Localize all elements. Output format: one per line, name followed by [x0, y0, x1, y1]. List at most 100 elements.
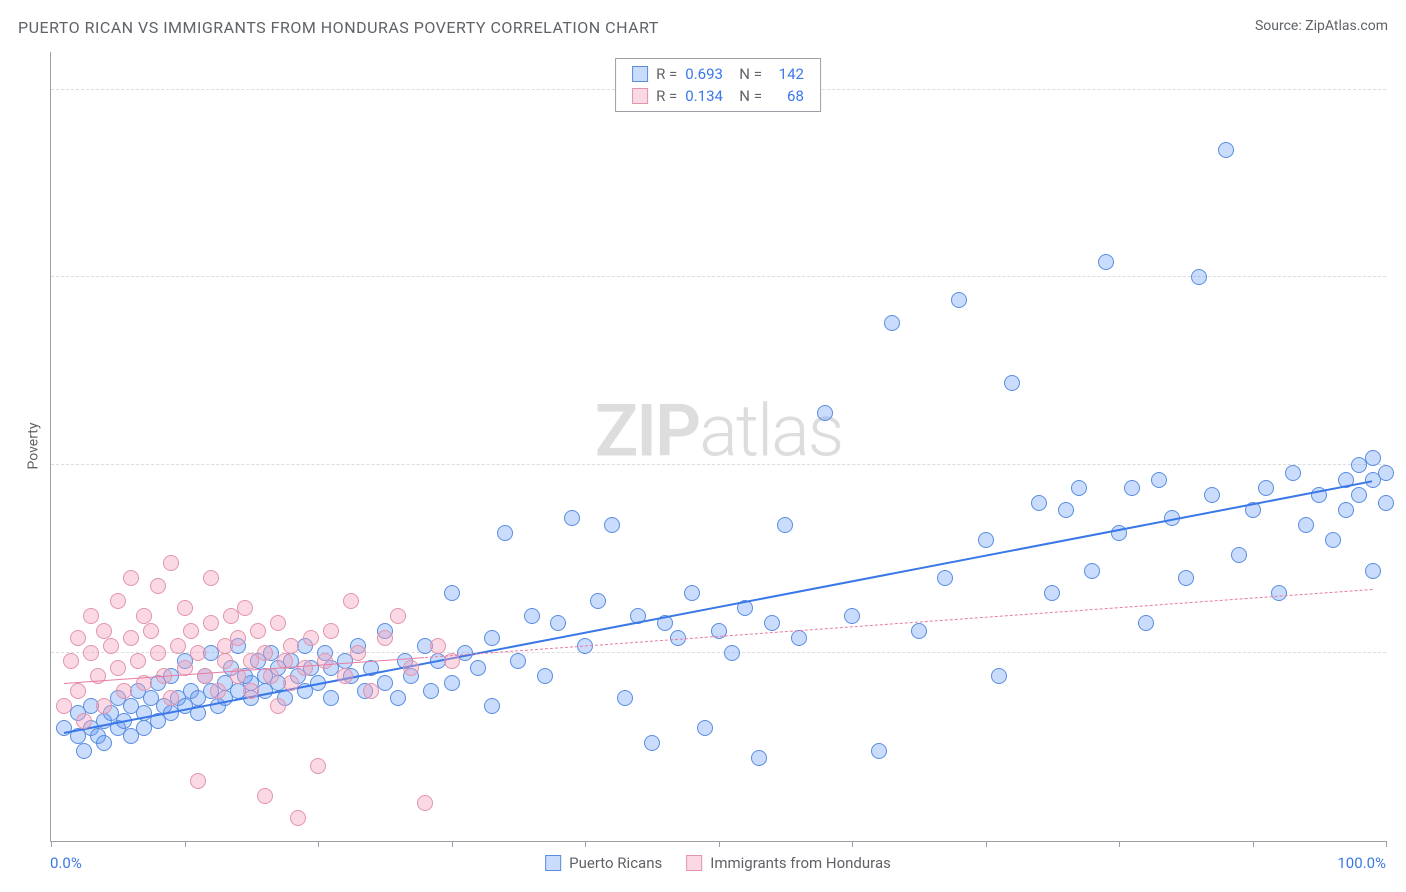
data-point — [303, 630, 319, 646]
data-point — [163, 690, 179, 706]
y-tick-label: 25.0% — [1396, 644, 1406, 662]
data-point — [484, 630, 500, 646]
y-tick-label: 75.0% — [1396, 268, 1406, 286]
data-point — [444, 585, 460, 601]
data-point — [978, 532, 994, 548]
regression-line — [64, 480, 1373, 734]
regression-line — [425, 589, 1373, 658]
data-point — [317, 653, 333, 669]
data-point — [1271, 585, 1287, 601]
data-point — [537, 668, 553, 684]
data-point — [136, 608, 152, 624]
data-point — [430, 638, 446, 654]
stat-r-value: 0.134 — [685, 87, 731, 105]
watermark-bold: ZIP — [595, 388, 699, 473]
data-point — [604, 517, 620, 533]
data-point — [951, 292, 967, 308]
data-point — [1058, 502, 1074, 518]
data-point — [937, 570, 953, 586]
data-point — [297, 660, 313, 676]
legend-item: Puerto Ricans — [545, 854, 662, 872]
data-point — [76, 743, 92, 759]
data-point — [550, 615, 566, 631]
data-point — [871, 743, 887, 759]
watermark: ZIPatlas — [595, 388, 843, 473]
legend-swatch — [632, 88, 648, 104]
legend-label: Immigrants from Honduras — [710, 854, 891, 872]
data-point — [70, 630, 86, 646]
data-point — [1031, 495, 1047, 511]
x-tick — [1119, 841, 1120, 847]
data-point — [991, 668, 1007, 684]
data-point — [110, 660, 126, 676]
data-point — [817, 405, 833, 421]
data-point — [1365, 563, 1381, 579]
data-point — [290, 810, 306, 826]
x-axis-max-label: 100.0% — [1337, 854, 1386, 872]
stat-n-value: 142 — [770, 65, 804, 83]
data-point — [1378, 495, 1394, 511]
data-point — [210, 683, 226, 699]
x-tick — [585, 841, 586, 847]
data-point — [323, 623, 339, 639]
stat-n-label: N = — [739, 87, 762, 105]
x-tick — [1386, 841, 1387, 847]
data-point — [243, 683, 259, 699]
data-point — [123, 630, 139, 646]
data-point — [484, 698, 500, 714]
data-point — [83, 645, 99, 661]
x-tick — [1253, 841, 1254, 847]
data-point — [590, 593, 606, 609]
stats-row: R =0.693N =142 — [632, 63, 804, 85]
data-point — [363, 683, 379, 699]
source-attribution: Source: ZipAtlas.com — [1255, 18, 1388, 34]
data-point — [1124, 480, 1140, 496]
data-point — [190, 773, 206, 789]
source-name: ZipAtlas.com — [1305, 18, 1388, 34]
data-point — [163, 555, 179, 571]
data-point — [1298, 517, 1314, 533]
plot-container: ZIPatlas 25.0%50.0%75.0%100.0% R =0.693N… — [50, 52, 1386, 842]
data-point — [1258, 480, 1274, 496]
data-point — [310, 758, 326, 774]
data-point — [150, 578, 166, 594]
x-tick — [51, 841, 52, 847]
data-point — [237, 600, 253, 616]
data-point — [390, 690, 406, 706]
gridline — [51, 276, 1386, 277]
data-point — [76, 713, 92, 729]
data-point — [1231, 547, 1247, 563]
data-point — [83, 608, 99, 624]
data-point — [777, 517, 793, 533]
watermark-light: atlas — [699, 388, 842, 473]
data-point — [377, 630, 393, 646]
legend-swatch — [632, 66, 648, 82]
data-point — [337, 668, 353, 684]
data-point — [343, 593, 359, 609]
data-point — [56, 698, 72, 714]
x-tick — [452, 841, 453, 847]
source-prefix: Source: — [1255, 18, 1305, 34]
data-point — [70, 683, 86, 699]
data-point — [724, 645, 740, 661]
data-point — [96, 623, 112, 639]
data-point — [1365, 450, 1381, 466]
data-point — [884, 315, 900, 331]
y-tick-label: 50.0% — [1396, 456, 1406, 474]
data-point — [510, 653, 526, 669]
data-point — [1204, 487, 1220, 503]
data-point — [203, 570, 219, 586]
data-point — [150, 645, 166, 661]
data-point — [911, 623, 927, 639]
data-point — [250, 623, 266, 639]
gridline — [51, 464, 1386, 465]
data-point — [96, 698, 112, 714]
data-point — [1071, 480, 1087, 496]
data-point — [1338, 502, 1354, 518]
x-tick — [852, 841, 853, 847]
legend-item: Immigrants from Honduras — [686, 854, 891, 872]
data-point — [1285, 465, 1301, 481]
data-point — [684, 585, 700, 601]
data-point — [1084, 563, 1100, 579]
data-point — [1138, 615, 1154, 631]
